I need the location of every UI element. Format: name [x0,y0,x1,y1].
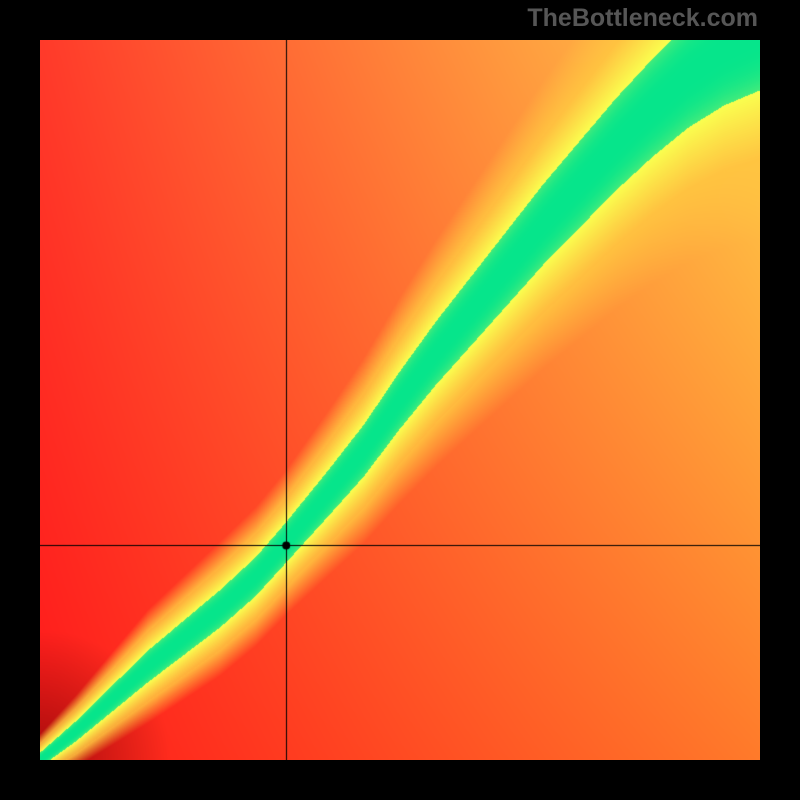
bottleneck-heatmap [40,40,760,760]
chart-container: TheBottleneck.com [0,0,800,800]
watermark-text: TheBottleneck.com [527,4,758,33]
